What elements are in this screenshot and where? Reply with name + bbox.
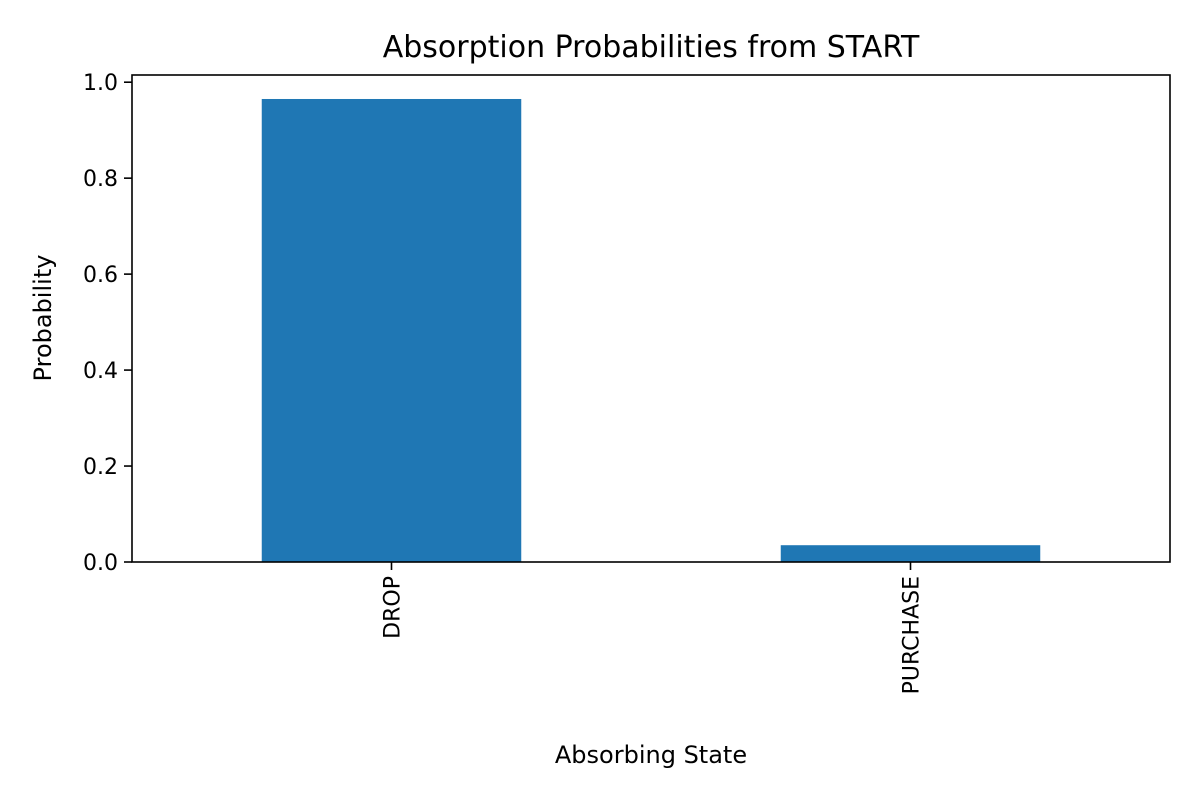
x-axis-label: Absorbing State <box>555 741 747 769</box>
y-axis-ticks: 0.0 0.2 0.4 0.6 0.8 1.0 <box>83 71 132 576</box>
chart-title: Absorption Probabilities from START <box>383 30 920 65</box>
y-tick-label: 0.0 <box>83 551 118 576</box>
bars-group <box>261 98 1041 563</box>
y-axis-label: Probability <box>29 255 57 382</box>
y-tick-label: 0.8 <box>83 167 118 192</box>
x-tick-label-drop: DROP <box>381 576 406 639</box>
y-tick-label: 0.4 <box>83 359 118 384</box>
plot-frame <box>131 74 1171 563</box>
y-tick-label: 0.2 <box>83 455 118 480</box>
bar-drop <box>261 98 522 563</box>
bar-purchase <box>780 545 1041 562</box>
x-tick-label-purchase: PURCHASE <box>900 576 925 694</box>
y-tick-label: 0.6 <box>83 263 118 288</box>
x-axis-ticks: DROP PURCHASE <box>381 562 925 694</box>
y-tick-label: 1.0 <box>83 71 118 96</box>
